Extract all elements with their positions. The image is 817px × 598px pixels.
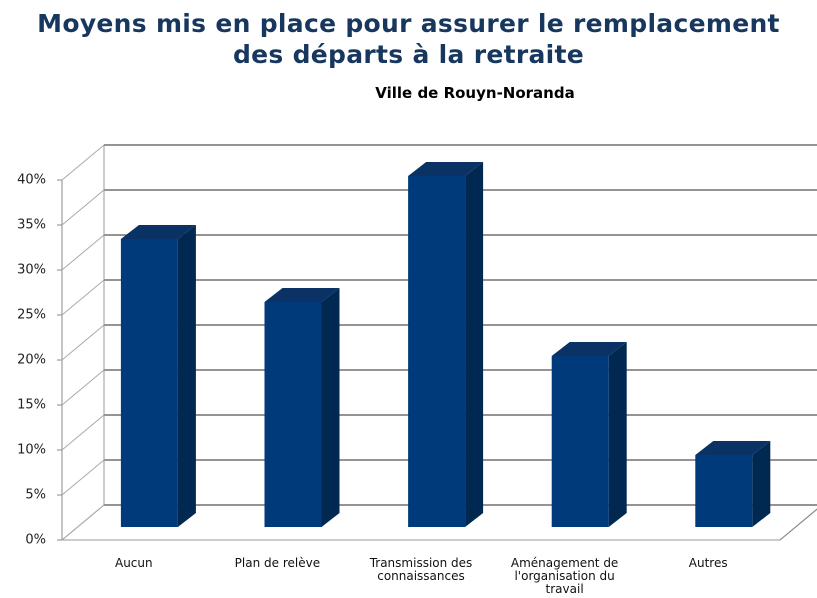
- bar-front: [264, 302, 322, 527]
- y-tick-label: 35%: [17, 218, 46, 233]
- y-tick-label: 5%: [25, 488, 46, 503]
- y-tick-label: 15%: [17, 398, 46, 413]
- bar-top: [695, 441, 771, 455]
- side-grid-line: [61, 279, 105, 316]
- y-tick-label: 0%: [25, 533, 46, 548]
- side-grid-line: [61, 459, 105, 496]
- bar: [551, 342, 627, 527]
- bar-front: [695, 455, 753, 527]
- chart-title: Moyens mis en place pour assurer le remp…: [37, 9, 780, 69]
- bar: [408, 162, 484, 527]
- bar-top: [264, 288, 340, 302]
- x-tick-label: Autres: [688, 556, 728, 570]
- bar-side: [608, 342, 627, 527]
- y-tick-label: 20%: [17, 353, 46, 368]
- bar: [264, 288, 340, 527]
- bar-front: [551, 356, 609, 527]
- y-tick-label: 30%: [17, 263, 46, 278]
- bar-top: [120, 225, 196, 239]
- right-edge: [779, 508, 817, 541]
- x-tick-label: Aucun: [114, 556, 153, 570]
- side-grid-line: [61, 234, 105, 271]
- bar-side: [321, 288, 340, 527]
- bar-side: [465, 162, 484, 527]
- side-grid-line: [61, 144, 105, 181]
- y-tick-label: 40%: [17, 173, 46, 188]
- side-grid-line: [61, 504, 105, 541]
- bar-front: [120, 239, 178, 527]
- y-tick-label: 25%: [17, 308, 46, 323]
- bar: [695, 441, 771, 527]
- y-tick-label: 10%: [17, 443, 46, 458]
- side-grid-line: [61, 414, 105, 451]
- bar-top: [408, 162, 484, 176]
- bar-top: [551, 342, 627, 356]
- side-grid-line: [61, 189, 105, 226]
- x-tick-label: Transmission des connaissances: [369, 556, 473, 583]
- x-tick-label: Aménagement de l'organisation du travail: [510, 556, 619, 596]
- side-grid-line: [61, 369, 105, 406]
- bar: [120, 225, 196, 527]
- bar-side: [752, 441, 771, 527]
- x-tick-label: Plan de relève: [234, 556, 321, 570]
- bar-front: [408, 176, 466, 527]
- side-grid-line: [61, 324, 105, 361]
- chart-subtitle: Ville de Rouyn-Noranda: [375, 84, 575, 102]
- bar-side: [177, 225, 196, 527]
